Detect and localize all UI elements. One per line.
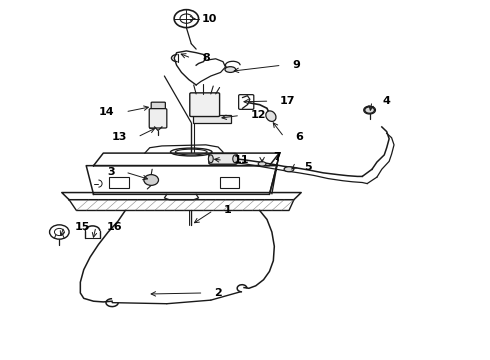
Ellipse shape [266,111,276,121]
Text: 16: 16 [107,222,122,231]
Text: 5: 5 [305,162,312,172]
Circle shape [144,175,159,185]
Ellipse shape [258,162,266,166]
Text: 9: 9 [293,60,300,70]
Ellipse shape [208,155,213,163]
FancyBboxPatch shape [190,93,220,117]
Ellipse shape [365,107,374,113]
Text: 6: 6 [295,132,303,142]
Text: 12: 12 [251,111,267,121]
Text: 17: 17 [280,96,295,106]
Text: 13: 13 [111,132,127,142]
FancyBboxPatch shape [151,102,165,111]
Text: 10: 10 [202,14,218,24]
Ellipse shape [284,167,294,172]
Ellipse shape [233,155,238,163]
Text: 1: 1 [224,206,232,216]
FancyBboxPatch shape [209,153,237,164]
FancyBboxPatch shape [193,115,231,123]
Text: 11: 11 [234,155,249,165]
Text: 4: 4 [383,96,391,106]
Ellipse shape [225,67,236,72]
FancyBboxPatch shape [149,109,167,128]
Text: 2: 2 [214,288,222,298]
Text: 14: 14 [99,107,115,117]
Text: 3: 3 [107,167,115,177]
Text: 8: 8 [202,53,210,63]
Text: 7: 7 [273,152,281,162]
Text: 15: 15 [75,222,90,231]
